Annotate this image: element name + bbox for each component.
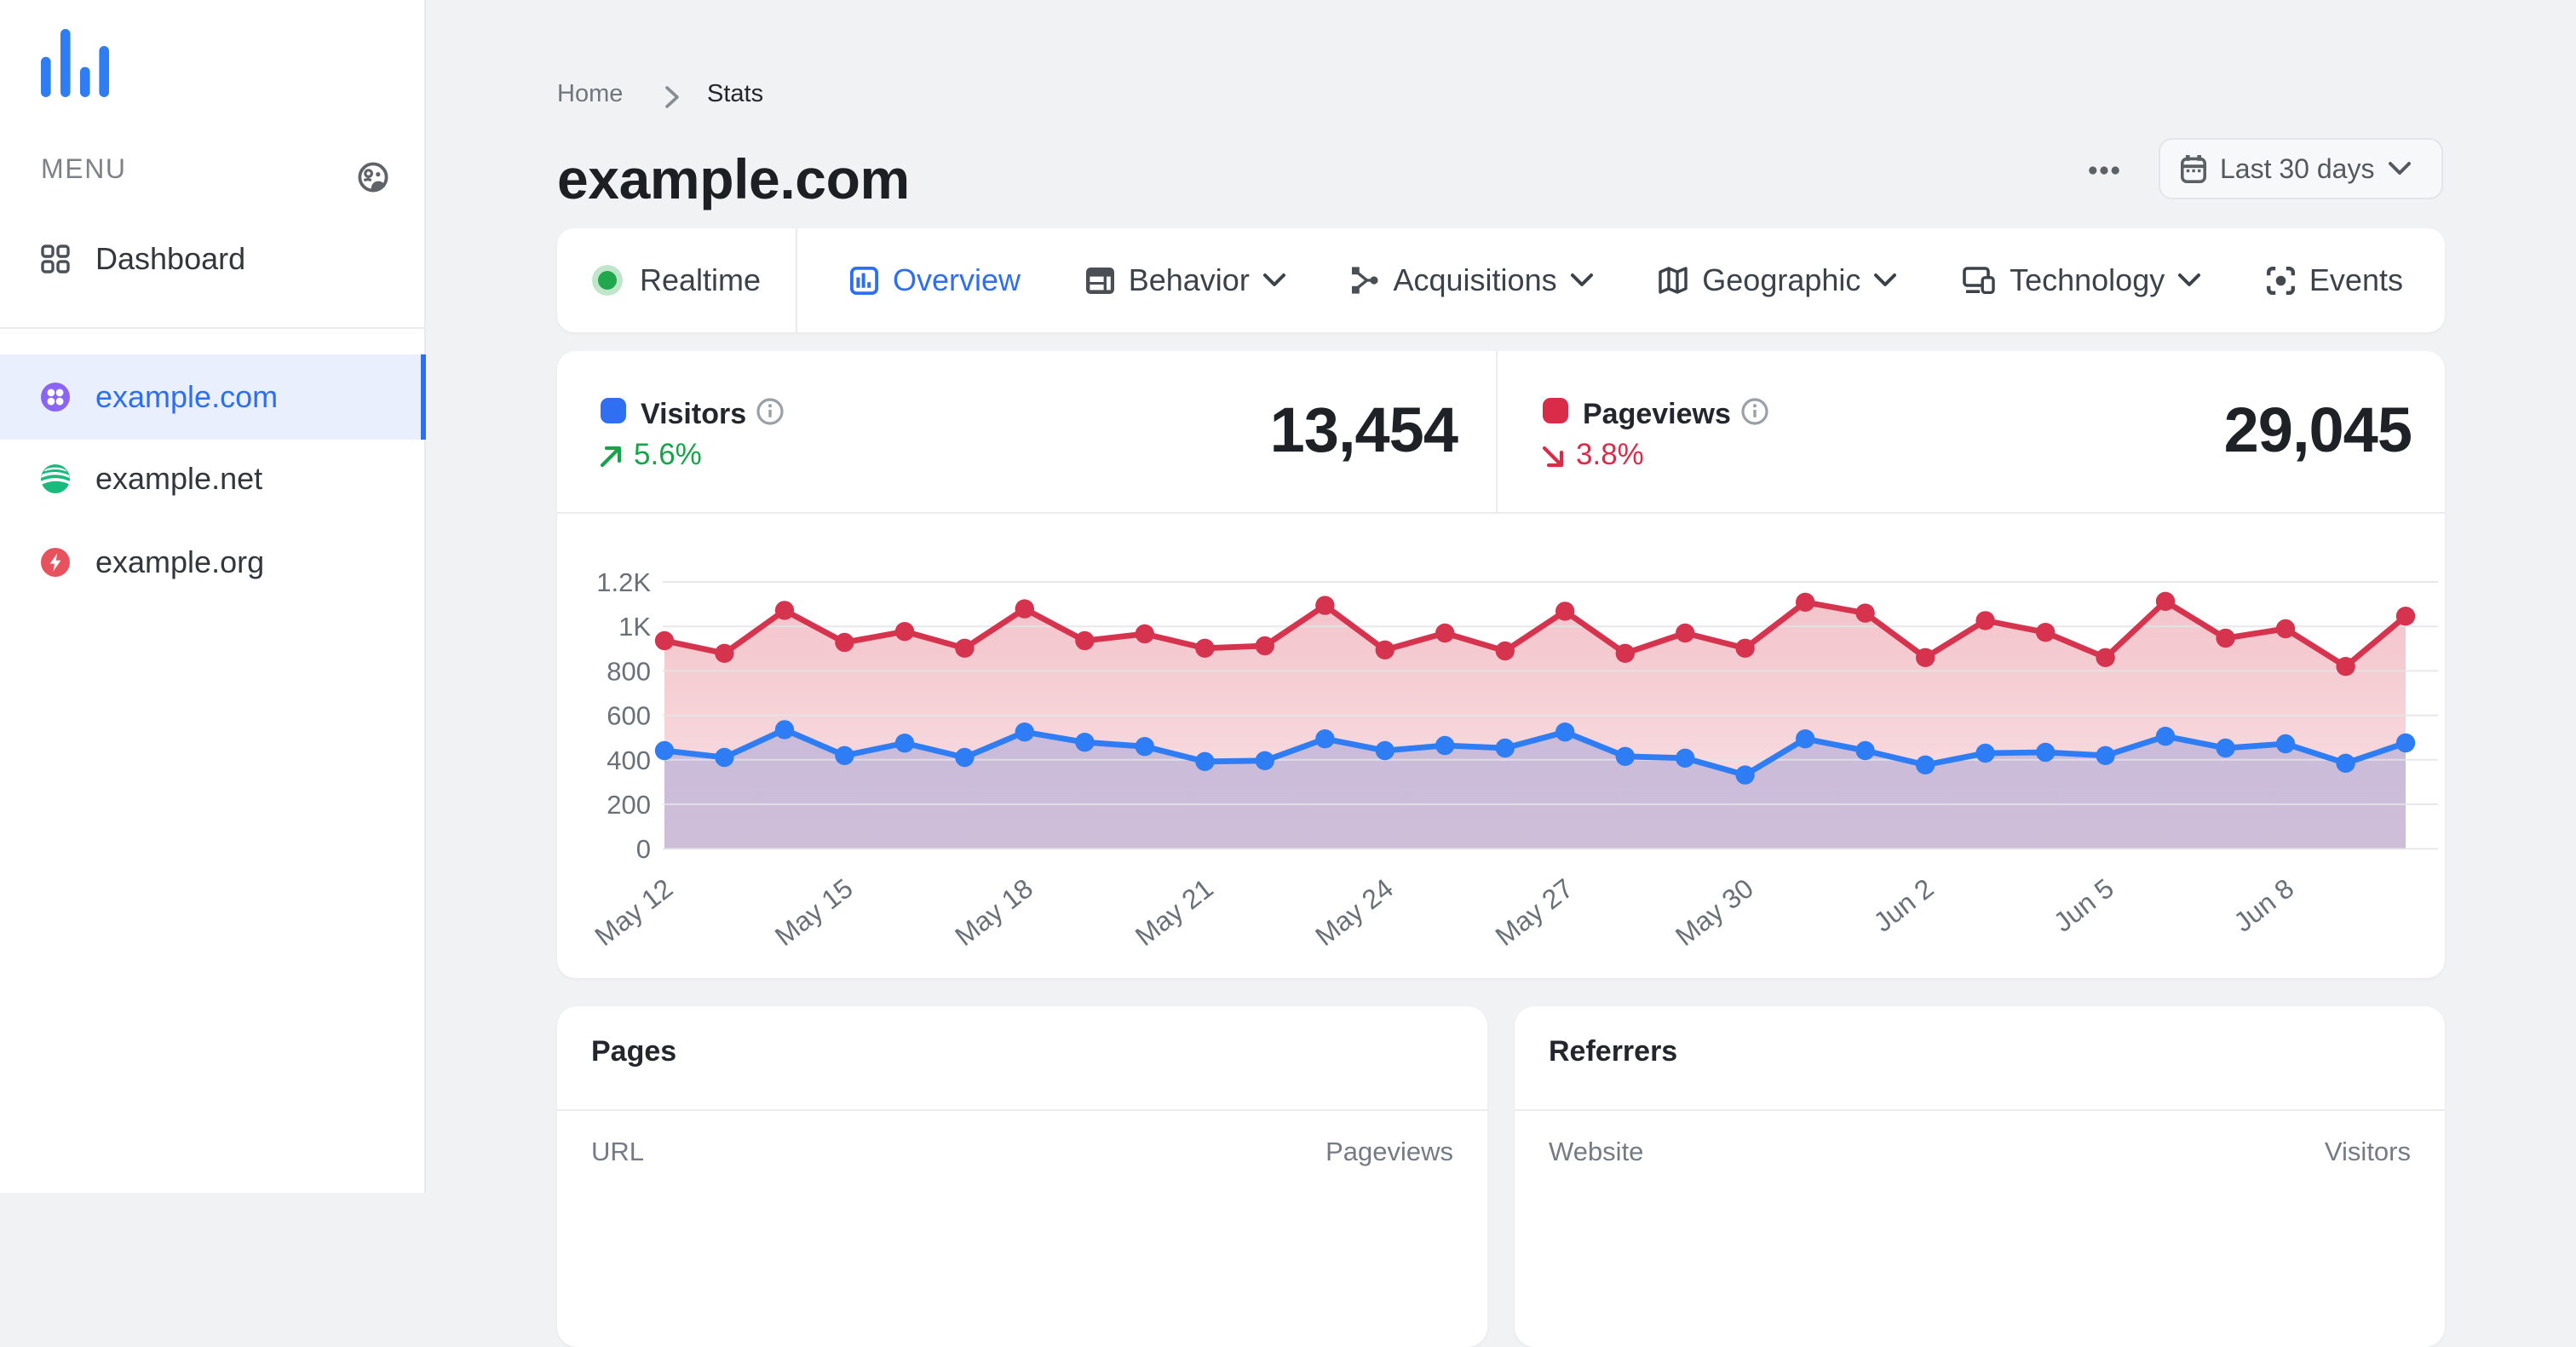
svg-text:May 15: May 15 [769,872,859,952]
svg-text:1K: 1K [618,612,651,642]
svg-text:400: 400 [607,745,651,775]
svg-text:May 24: May 24 [1309,872,1399,952]
svg-text:May 12: May 12 [589,872,678,952]
svg-text:600: 600 [607,701,651,731]
svg-text:Jun 2: Jun 2 [1868,872,1940,938]
svg-text:May 21: May 21 [1130,872,1219,952]
svg-text:200: 200 [607,790,651,820]
svg-text:May 30: May 30 [1670,872,1759,952]
svg-text:May 27: May 27 [1490,872,1579,952]
svg-text:0: 0 [636,834,651,864]
svg-text:Jun 8: Jun 8 [2228,872,2299,938]
svg-text:Jun 5: Jun 5 [2048,872,2119,938]
svg-text:May 18: May 18 [949,872,1038,952]
svg-text:1.2K: 1.2K [596,567,651,597]
svg-text:800: 800 [607,656,651,686]
